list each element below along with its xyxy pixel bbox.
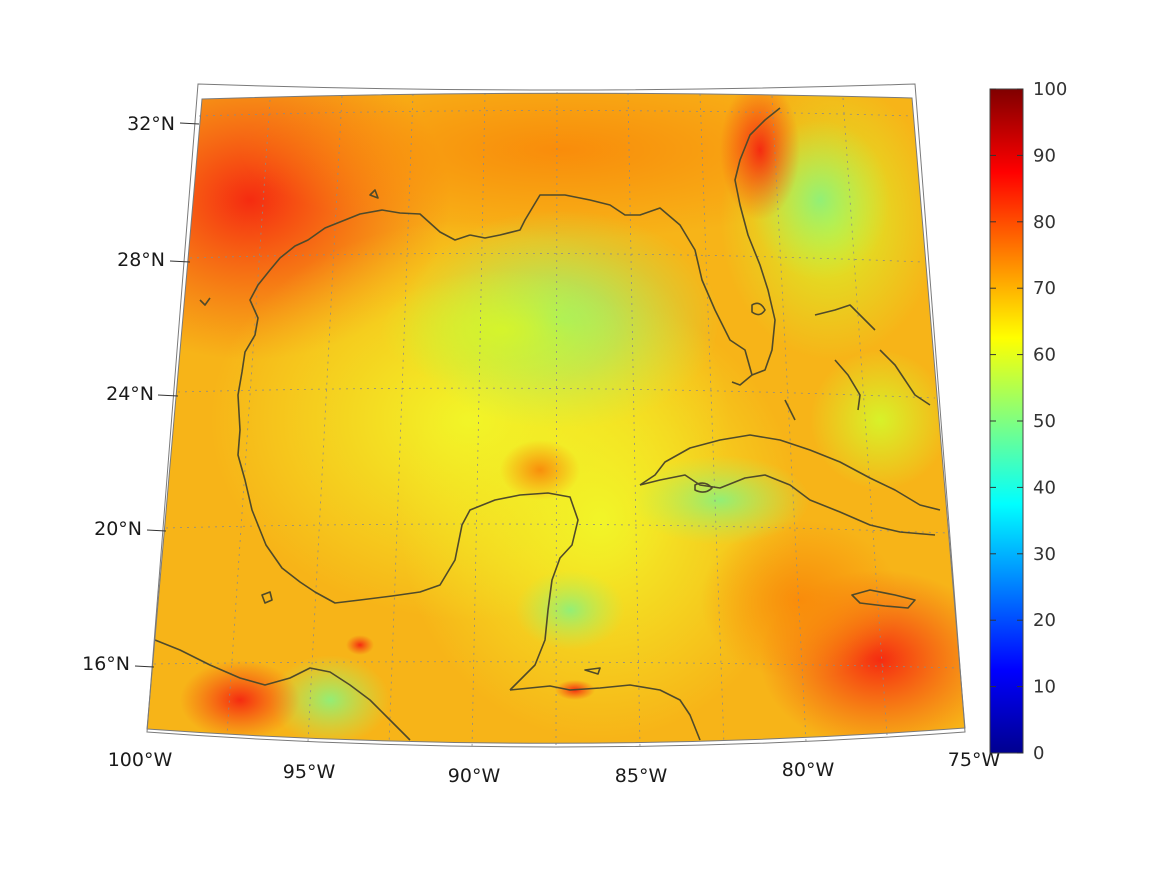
colorbar-label-90: 90 bbox=[1033, 145, 1056, 166]
lat-label-32: 32°N bbox=[127, 113, 175, 135]
lon-label-95w: 95°W bbox=[283, 761, 336, 783]
colorbar-label-0: 0 bbox=[1033, 743, 1044, 764]
graticule bbox=[153, 91, 961, 750]
humidity-field bbox=[147, 93, 965, 744]
lon-label-90w: 90°W bbox=[448, 765, 501, 787]
lon-label-80w: 80°W bbox=[782, 759, 835, 781]
lat-ticks bbox=[134, 122, 200, 668]
colorbar-label-60: 60 bbox=[1033, 345, 1056, 366]
colorbar-labels: 0 10 20 30 40 50 60 70 80 90 100 bbox=[1033, 79, 1067, 764]
colorbar-label-70: 70 bbox=[1033, 278, 1056, 299]
lat-label-24: 24°N bbox=[106, 383, 154, 405]
lat-label-16: 16°N bbox=[82, 653, 130, 675]
colorbar-label-10: 10 bbox=[1033, 677, 1056, 698]
map-frame bbox=[146, 83, 966, 748]
colorbar-ticks bbox=[990, 88, 1023, 754]
lat-label-20: 20°N bbox=[94, 518, 142, 540]
colorbar-label-40: 40 bbox=[1033, 477, 1056, 498]
colorbar-label-30: 30 bbox=[1033, 544, 1056, 565]
lon-label-75w: 75°W bbox=[948, 749, 1001, 771]
lat-labels: 32°N 28°N 24°N 20°N 16°N bbox=[82, 113, 175, 675]
coastlines bbox=[154, 107, 941, 741]
colorbar-label-100: 100 bbox=[1033, 79, 1067, 100]
colorbar-label-80: 80 bbox=[1033, 212, 1056, 233]
lon-labels: 100°W 95°W 90°W 85°W 80°W 75°W bbox=[108, 749, 1001, 787]
colorbar-label-50: 50 bbox=[1033, 411, 1056, 432]
lat-label-28: 28°N bbox=[117, 249, 165, 271]
colorbar: 0 10 20 30 40 50 60 70 80 90 100 bbox=[989, 79, 1067, 764]
colorbar-label-20: 20 bbox=[1033, 610, 1056, 631]
lon-label-85w: 85°W bbox=[615, 765, 668, 787]
lon-label-100w: 100°W bbox=[108, 749, 173, 771]
